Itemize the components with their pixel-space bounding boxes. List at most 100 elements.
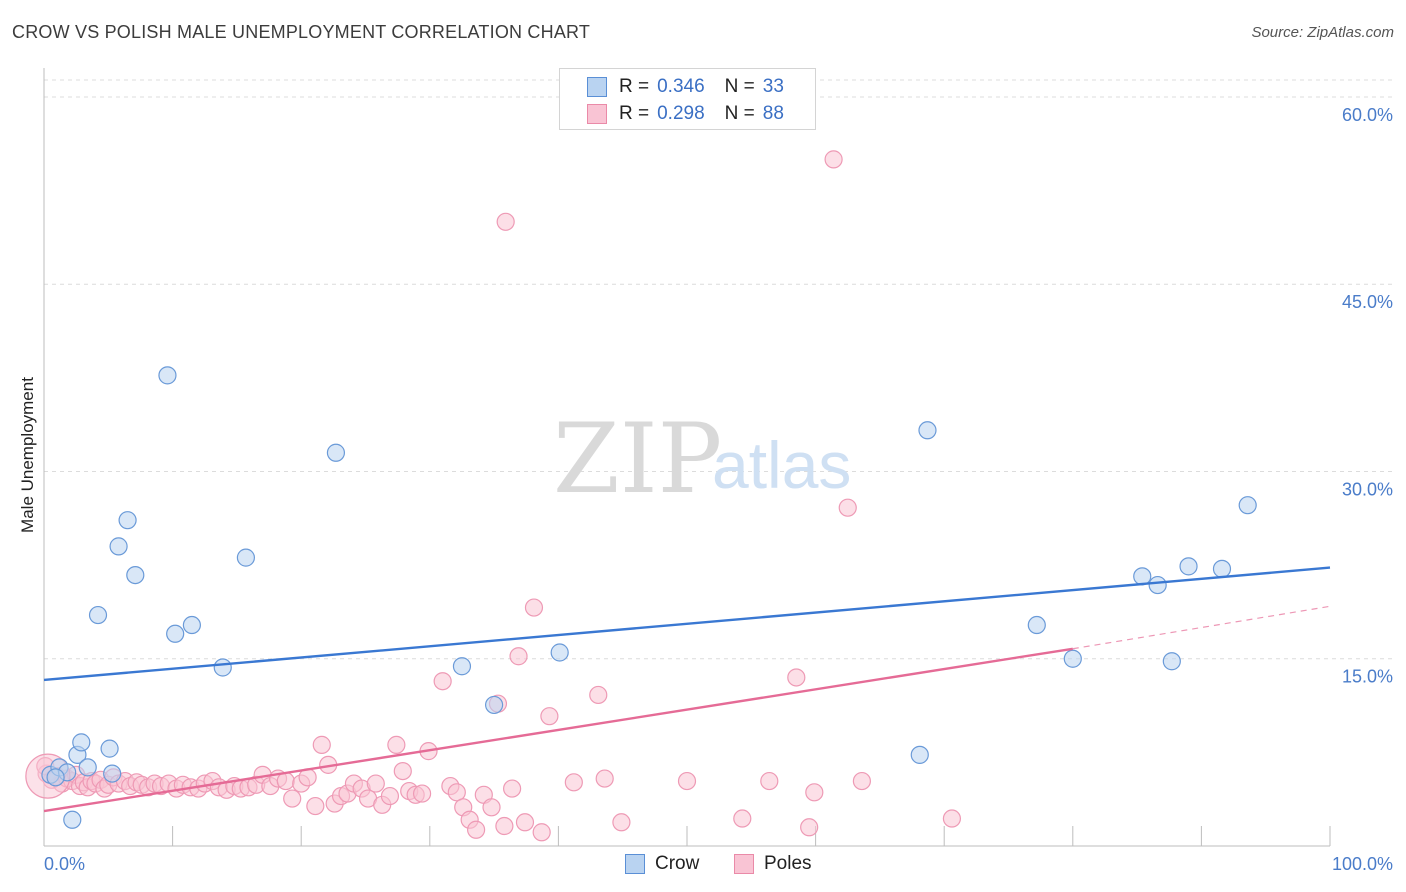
legend-row-crow: R = 0.346 N = 33: [587, 75, 784, 99]
poles-point: [942, 809, 962, 828]
poles-point: [412, 784, 432, 803]
poles-point: [387, 735, 406, 754]
crow-trend-line: [43, 566, 1331, 682]
poles-point: [509, 647, 528, 666]
r-value: 0.298: [657, 103, 705, 124]
poles-legend-label: Poles: [764, 853, 812, 874]
correlation-legend: R = 0.346 N = 33 R = 0.298 N = 88: [559, 68, 816, 130]
poles-point: [852, 771, 871, 791]
crow-point: [550, 643, 569, 662]
poles-point: [495, 816, 514, 836]
source-label: Source: ZipAtlas.com: [1251, 24, 1394, 41]
poles-point: [677, 771, 697, 791]
crow-point: [63, 810, 82, 829]
crow-point: [452, 657, 472, 676]
x-tick-min: 0.0%: [44, 854, 85, 874]
crow-point: [1027, 615, 1046, 635]
crow-point: [1148, 575, 1167, 595]
crow-point: [158, 366, 177, 385]
poles-point: [532, 823, 551, 842]
crow-point: [1063, 649, 1082, 668]
poles-trend-extension: [1072, 605, 1331, 650]
poles-point: [515, 813, 535, 832]
crow-point: [1162, 652, 1181, 671]
watermark-zip: ZIP: [553, 403, 722, 515]
crow-point: [213, 658, 232, 677]
crow-point: [88, 605, 108, 625]
crow-point: [126, 565, 145, 585]
poles-point: [447, 783, 466, 802]
poles-point: [306, 796, 325, 816]
y-tick-label: 30.0%: [1342, 479, 1393, 499]
legend-item-crow[interactable]: Crow: [625, 852, 699, 876]
poles-point: [800, 818, 819, 837]
poles-point: [276, 771, 295, 791]
y-tick-label: 60.0%: [1342, 105, 1393, 125]
poles-point: [393, 761, 412, 781]
crow-point: [100, 739, 119, 758]
crow-point: [118, 511, 137, 530]
poles-point: [283, 789, 302, 808]
poles-point: [496, 212, 515, 231]
axes: [43, 68, 1331, 847]
r-label: R =: [619, 76, 650, 97]
poles-point: [466, 820, 486, 839]
poles-point: [366, 774, 385, 793]
crow-point: [72, 733, 91, 752]
chart-title: CROW VS POLISH MALE UNEMPLOYMENT CORRELA…: [12, 22, 591, 42]
poles-trend-line: [43, 647, 1073, 813]
n-value: 33: [762, 76, 784, 97]
crow-point: [910, 745, 929, 764]
crow-point: [485, 695, 504, 715]
crow-point: [46, 768, 65, 787]
crow-point: [109, 537, 128, 556]
poles-point: [787, 668, 806, 687]
x-tick-max: 100.0%: [1332, 854, 1393, 874]
r-value: 0.346: [657, 76, 705, 97]
poles-point: [540, 707, 559, 726]
crow-point: [236, 548, 256, 567]
crow-point: [103, 764, 122, 783]
crow-point: [1179, 557, 1198, 576]
poles-point: [503, 779, 522, 798]
poles-legend-swatch: [734, 854, 754, 874]
poles-point: [312, 735, 331, 754]
crow-legend-swatch: [625, 854, 645, 874]
n-label: N =: [724, 76, 755, 97]
y-tick-label: 45.0%: [1342, 292, 1393, 312]
poles-point: [433, 672, 452, 691]
poles-point: [612, 813, 631, 832]
poles-point: [524, 598, 544, 617]
crow-point: [326, 443, 346, 462]
poles-point: [824, 150, 843, 169]
poles-swatch: [587, 104, 607, 124]
crow-legend-label: Crow: [655, 853, 700, 874]
crow-point: [182, 615, 201, 635]
crow-point: [1212, 559, 1232, 578]
poles-point: [589, 685, 608, 705]
poles-point: [595, 769, 614, 788]
poles-point: [380, 786, 400, 806]
poles-point: [760, 771, 779, 791]
poles-point: [805, 783, 824, 802]
r-label: R =: [619, 103, 650, 124]
poles-point: [482, 798, 501, 817]
crow-points: [41, 366, 1257, 829]
legend-row-poles: R = 0.298 N = 88: [587, 102, 784, 126]
crow-point: [166, 624, 185, 643]
y-tick-labels: 15.0% 30.0% 45.0% 60.0%: [1342, 105, 1393, 687]
poles-point: [564, 773, 583, 792]
crow-point: [918, 421, 937, 440]
crow-point: [1238, 496, 1257, 515]
legend-item-poles[interactable]: Poles: [734, 852, 812, 876]
n-label: N =: [724, 103, 755, 124]
crow-swatch: [587, 77, 607, 97]
watermark-atlas: atlas: [712, 428, 851, 502]
y-tick-label: 15.0%: [1342, 667, 1393, 687]
trend-lines: [43, 566, 1331, 813]
n-value: 88: [762, 103, 784, 124]
poles-point: [733, 809, 752, 828]
poles-point: [838, 498, 857, 517]
crow-point: [78, 758, 97, 777]
